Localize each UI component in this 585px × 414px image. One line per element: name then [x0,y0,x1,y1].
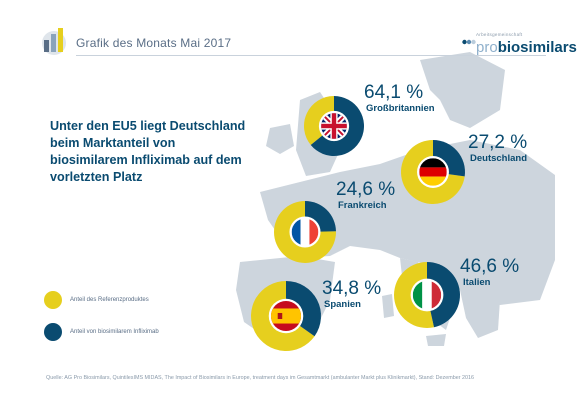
pie-slice-biosimilar-spain [286,281,322,337]
country-label-uk: Großbritannien [366,103,435,114]
source-note: Quelle: AG Pro Biosimilars, QuintilesIMS… [46,375,475,381]
country-label-italy: Italien [463,277,491,288]
legend-reference-swatch [44,291,62,309]
value-label-italy: 46,6 % [460,256,520,277]
spain-flag-icon [270,300,302,332]
italy-flag-icon [412,280,442,310]
pie-italy [394,262,461,328]
value-label-germany: 27,2 % [468,132,528,153]
brand-dots-icon [462,33,476,45]
pie-spain [251,281,322,351]
country-label-germany: Deutschland [470,153,528,164]
france-flag-icon [291,218,319,246]
legend-reference-label: Anteil des Referenzproduktes [70,297,149,303]
header-divider [76,55,546,56]
value-label-france: 24,6 % [336,179,396,200]
uk-flag-icon [321,113,347,139]
legend-biosimilar-swatch [44,323,62,341]
value-label-spain: 34,8 % [322,278,382,299]
map-scandinavia [420,52,505,128]
brand-pro: pro [476,39,498,56]
map-mainland [260,140,555,305]
pie-germany [401,140,466,205]
map-sardinia [382,294,394,318]
bar-chart-logo-icon [40,26,68,56]
germany-flag-icon [419,158,447,186]
pie-slice-biosimilar-italy [427,262,461,328]
page-title: Grafik des Monats Mai 2017 [76,36,232,50]
pie-uk [304,96,365,156]
brand-biosimilars: biosimilars [497,39,577,56]
legend-biosimilar-label: Anteil von biosimilarem Infliximab [70,329,159,335]
brand-subtitle: Arbeitsgemeinschaft [476,32,523,37]
map-sicily [426,334,446,346]
country-label-france: Frankreich [338,200,387,211]
pie-charts [251,96,466,351]
brand-logo-text: probiosimilars [476,39,577,56]
map-ireland [266,124,294,154]
country-label-spain: Spanien [324,299,361,310]
pie-france [273,201,336,263]
map-balkans [460,290,500,338]
value-label-uk: 64,1 % [364,82,424,103]
chart-headline: Unter den EU5 liegt Deutschland beim Mar… [50,119,246,184]
pie-slice-reference-uk [304,96,334,145]
